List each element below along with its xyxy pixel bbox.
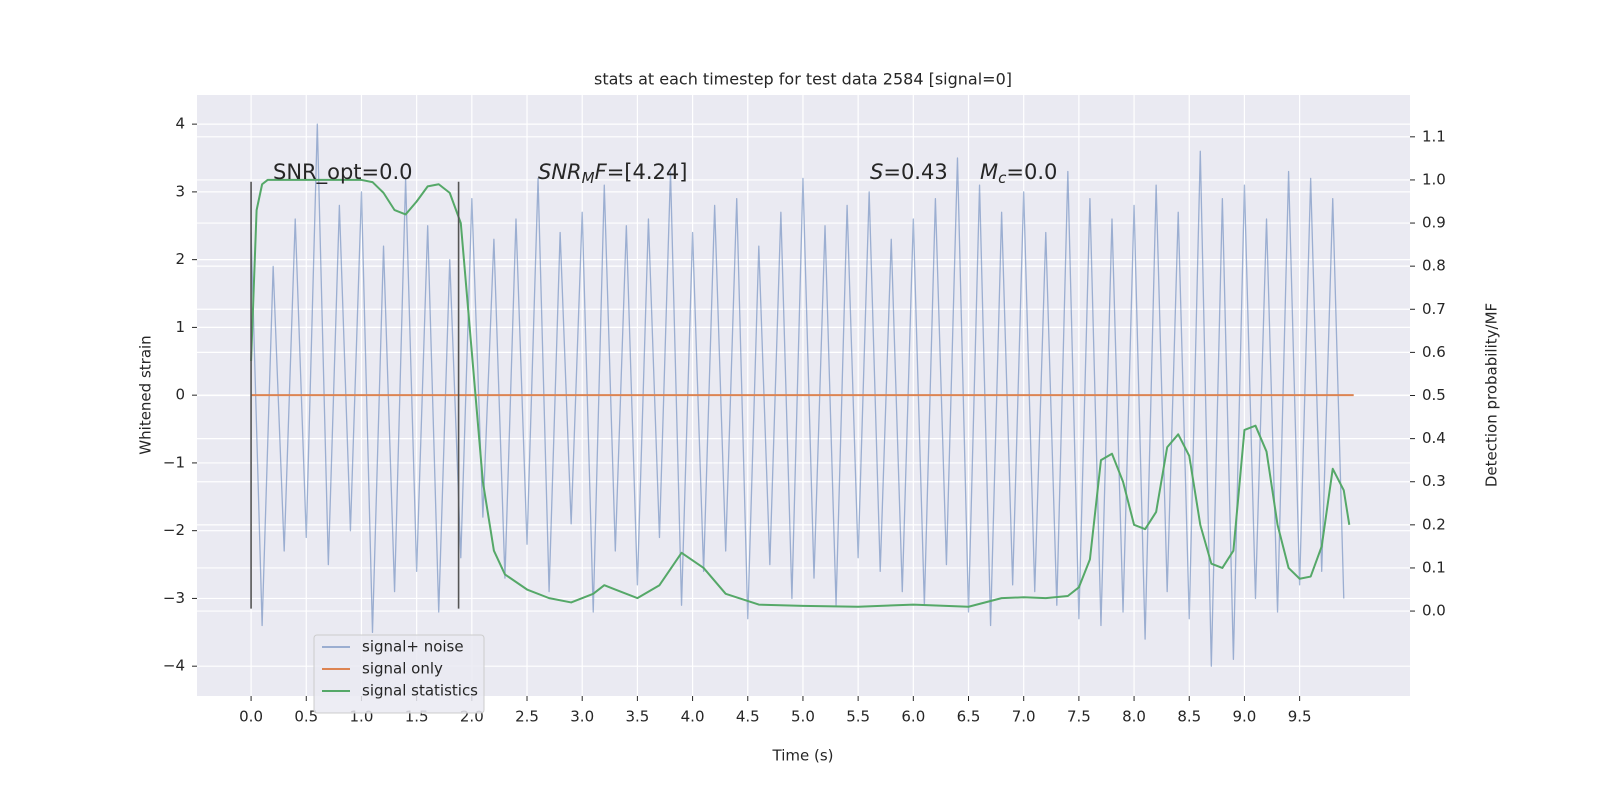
- x-tick-label: 9.0: [1233, 708, 1257, 726]
- annotation: SNR_opt=0.0: [273, 160, 413, 185]
- x-tick-label: 5.0: [791, 708, 815, 726]
- y2-tick-label: 0.3: [1422, 472, 1446, 490]
- x-tick-label: 3.0: [570, 708, 594, 726]
- legend-label: signal+ noise: [362, 638, 464, 656]
- y2-tick-label: 0.5: [1422, 386, 1446, 404]
- y-tick-label: 3: [175, 182, 185, 200]
- chart-title: stats at each timestep for test data 258…: [594, 70, 1012, 89]
- x-tick-label: 8.0: [1122, 708, 1146, 726]
- y-tick-label: 1: [175, 318, 185, 336]
- marks: [250, 123, 1354, 667]
- annotation-part: c: [998, 169, 1007, 187]
- y-tick-label: −2: [163, 521, 185, 539]
- y-tick-label: 2: [175, 250, 185, 268]
- series-line: [250, 123, 1345, 667]
- annotation-part: M: [582, 169, 595, 187]
- x-tick-label: 3.5: [625, 708, 649, 726]
- y-tick-label: 0: [175, 386, 185, 404]
- y2-axis-label: Detection probability/MF: [1483, 303, 1501, 487]
- x-tick-label: 2.5: [515, 708, 539, 726]
- annotation-part: =0.43: [883, 160, 947, 184]
- annotation-part: SNR_opt=0.0: [273, 160, 413, 185]
- x-tick-label: 0.0: [239, 708, 263, 726]
- x-tick-label: 5.5: [846, 708, 870, 726]
- annotation-part: F: [595, 160, 608, 184]
- x-tick-label: 4.0: [681, 708, 705, 726]
- x-tick-label: 6.0: [901, 708, 925, 726]
- y2-tick-label: 0.7: [1422, 300, 1446, 318]
- y2-tick-label: 0.9: [1422, 214, 1446, 232]
- x-tick-label: 8.5: [1177, 708, 1201, 726]
- y2-tick-label: 0.0: [1422, 602, 1446, 620]
- y-tick-label: −4: [163, 657, 185, 675]
- y2-tick-label: 1.0: [1422, 170, 1446, 188]
- annotation-part: S: [870, 160, 883, 184]
- y-tick-label: −1: [163, 453, 185, 471]
- y2-tick-label: 1.1: [1422, 127, 1446, 145]
- x-tick-label: 6.5: [957, 708, 981, 726]
- x-tick-label: 9.5: [1288, 708, 1312, 726]
- series-line: [250, 178, 1351, 608]
- x-axis-label: Time (s): [772, 747, 834, 765]
- x-tick-label: 7.0: [1012, 708, 1036, 726]
- annotation-part: =[4.24]: [607, 160, 688, 184]
- y-axis-label: Whitened strain: [137, 335, 155, 454]
- y-tick-label: −3: [163, 589, 185, 607]
- legend-label: signal statistics: [362, 682, 478, 700]
- legend-label: signal only: [362, 660, 443, 678]
- annotation: SNRMF=[4.24]: [538, 160, 687, 187]
- y-tick-label: 4: [175, 115, 185, 133]
- x-tick-label: 0.5: [294, 708, 318, 726]
- y2-tick-label: 0.4: [1422, 429, 1446, 447]
- y2-tick-label: 0.2: [1422, 515, 1446, 533]
- x-tick-label: 7.5: [1067, 708, 1091, 726]
- annotation: S=0.43: [870, 160, 948, 184]
- y2-tick-label: 0.1: [1422, 558, 1446, 576]
- x-tick-label: 4.5: [736, 708, 760, 726]
- y2-tick-label: 0.8: [1422, 257, 1446, 275]
- annotation-part: SNR: [538, 160, 582, 184]
- annotation: Mc=0.0: [980, 160, 1057, 187]
- annotation-part: M: [980, 160, 998, 184]
- annotation-part: =0.0: [1006, 160, 1057, 184]
- legend-box: [313, 634, 485, 714]
- y2-tick-label: 0.6: [1422, 343, 1446, 361]
